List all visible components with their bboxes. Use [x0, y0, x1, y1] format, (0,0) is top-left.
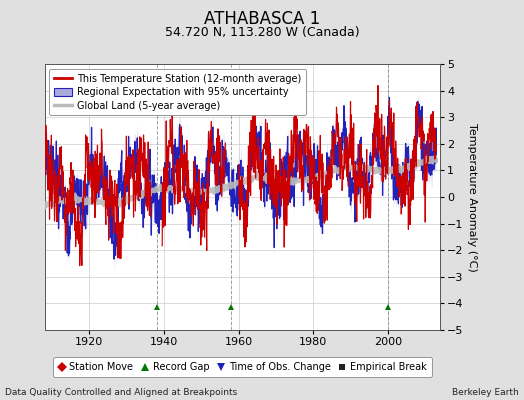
Legend: This Temperature Station (12-month average), Regional Expectation with 95% uncer: This Temperature Station (12-month avera…: [49, 69, 305, 115]
Text: Berkeley Earth: Berkeley Earth: [452, 388, 519, 397]
Text: 54.720 N, 113.280 W (Canada): 54.720 N, 113.280 W (Canada): [165, 26, 359, 39]
Text: ATHABASCA 1: ATHABASCA 1: [204, 10, 320, 28]
Y-axis label: Temperature Anomaly (°C): Temperature Anomaly (°C): [467, 123, 477, 271]
Text: Data Quality Controlled and Aligned at Breakpoints: Data Quality Controlled and Aligned at B…: [5, 388, 237, 397]
Legend: Station Move, Record Gap, Time of Obs. Change, Empirical Break: Station Move, Record Gap, Time of Obs. C…: [53, 357, 432, 377]
